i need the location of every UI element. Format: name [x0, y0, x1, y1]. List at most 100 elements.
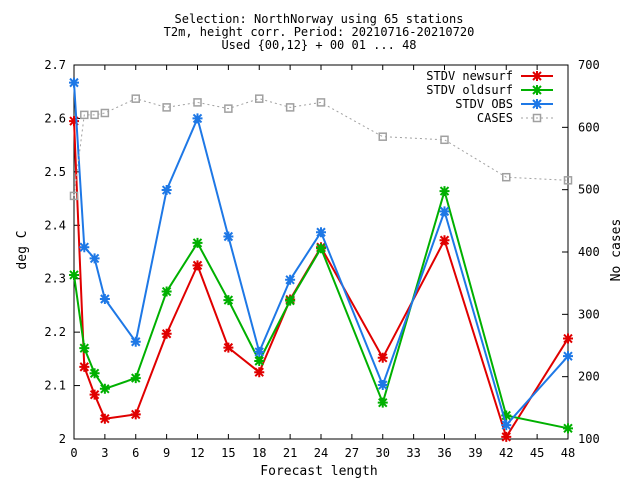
data-point: [254, 367, 265, 378]
data-point: [377, 380, 388, 391]
data-point: [439, 186, 450, 197]
data-point: [161, 286, 172, 297]
data-point: [501, 431, 512, 442]
data-point: [223, 231, 234, 242]
x-tick-label: 3: [101, 446, 108, 460]
legend-marker: [532, 85, 542, 95]
data-point: [563, 333, 573, 344]
data-point: [79, 361, 90, 372]
data-point: [80, 110, 89, 120]
data-point: [131, 94, 140, 103]
y-tick-label: 2.7: [44, 58, 66, 72]
data-point: [89, 389, 100, 400]
data-point: [192, 237, 203, 248]
x-tick-label: 12: [190, 446, 204, 460]
data-point: [563, 351, 573, 362]
legend-entry: STDV OBS: [455, 97, 553, 111]
y-axis-label: deg C: [15, 230, 30, 269]
x-tick-label: 21: [283, 446, 297, 460]
y-tick-label: 2: [59, 432, 66, 446]
chart-title-line: T2m, height corr. Period: 20210716-20210…: [164, 25, 475, 39]
data-point: [316, 243, 326, 254]
data-point: [285, 274, 296, 285]
chart-title: Selection: NorthNorway using 65 stations…: [164, 12, 475, 52]
x-tick-label: 36: [437, 446, 451, 460]
series-line: [73, 190, 569, 430]
data-point: [192, 260, 203, 271]
data-point: [99, 413, 110, 424]
x-tick-label: 30: [376, 446, 390, 460]
y2-tick-label: 200: [578, 370, 600, 384]
data-point: [563, 423, 573, 434]
x-tick-label: 39: [468, 446, 482, 460]
data-point: [69, 191, 79, 201]
legend-entry: STDV newsurf: [426, 69, 553, 83]
data-point: [440, 135, 449, 145]
data-point: [255, 94, 264, 103]
data-point: [224, 104, 233, 113]
data-point: [563, 176, 573, 185]
x-tick-label: 18: [252, 446, 266, 460]
data-point: [69, 77, 79, 88]
series-stdv-obs: [69, 77, 573, 431]
data-point: [69, 116, 79, 127]
data-point: [378, 132, 387, 141]
x-tick-label: 0: [70, 446, 77, 460]
data-point: [285, 295, 296, 306]
data-point: [254, 355, 265, 366]
y-axis-left: 2 2.1 2.2 2.3 2.4 2.5 2.6 2.7: [44, 58, 80, 446]
x-tick-label: 27: [345, 446, 359, 460]
data-point: [79, 242, 90, 253]
y-tick-label: 2.3: [44, 272, 66, 286]
data-point: [285, 103, 295, 112]
series-cases: [69, 94, 573, 201]
data-point: [223, 342, 234, 353]
data-point: [100, 108, 110, 118]
x-tick-label: 45: [530, 446, 544, 460]
chart-title-line: Used {00,12} + 00 01 ... 48: [221, 38, 416, 52]
data-point: [193, 98, 202, 107]
data-point: [316, 227, 326, 238]
x-tick-label: 24: [314, 446, 328, 460]
x-tick-label: 6: [132, 446, 139, 460]
y-tick-label: 2.4: [44, 218, 66, 232]
data-point: [439, 235, 450, 246]
series-stdv-oldsurf: [69, 186, 573, 434]
data-point: [161, 185, 172, 196]
legend-entry: CASES: [477, 111, 553, 125]
y-tick-label: 2.5: [44, 165, 66, 179]
y-tick-label: 2.2: [44, 325, 66, 339]
legend-entry: STDV oldsurf: [426, 83, 553, 97]
legend-label: STDV oldsurf: [426, 83, 513, 97]
y2-tick-label: 100: [578, 432, 600, 446]
data-point: [377, 397, 388, 408]
legend-label: STDV newsurf: [426, 69, 513, 83]
data-point: [130, 336, 141, 347]
data-point: [89, 368, 100, 379]
data-point: [502, 172, 511, 182]
legend-label: CASES: [477, 111, 513, 125]
data-point: [90, 110, 99, 120]
y-tick-label: 2.1: [44, 379, 66, 393]
y-tick-label: 2.6: [44, 111, 66, 125]
data-point: [99, 294, 110, 305]
y2-tick-label: 500: [578, 183, 600, 197]
data-point: [99, 383, 110, 394]
data-point: [79, 343, 90, 354]
x-tick-label: 9: [163, 446, 170, 460]
legend-marker: [532, 113, 542, 123]
y2-tick-label: 300: [578, 307, 600, 321]
data-point: [316, 98, 326, 107]
x-tick-label: 48: [561, 446, 575, 460]
chart-title-line: Selection: NorthNorway using 65 stations: [175, 12, 464, 26]
data-point: [130, 373, 141, 384]
data-point: [377, 352, 388, 363]
y2-axis-label: No cases: [609, 219, 624, 282]
x-axis: 0 3 6 9 12 15 18 21 24 27 30 33 36 39 42 45 48: [70, 65, 575, 460]
data-point: [89, 253, 100, 264]
legend-marker: [532, 99, 542, 109]
y-axis-right: 100 200 300 400 500 600 700: [562, 58, 600, 446]
